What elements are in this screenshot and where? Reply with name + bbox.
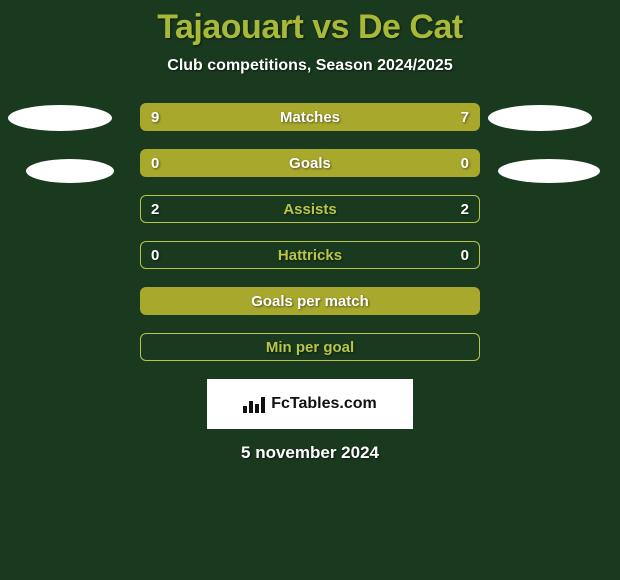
stat-label: Min per goal — [191, 339, 429, 356]
stat-row: Goals per match — [140, 287, 480, 315]
stat-row: 9Matches7 — [140, 103, 480, 131]
stat-row: 0Goals0 — [140, 149, 480, 177]
stat-label: Goals — [191, 155, 429, 172]
stats-list: 9Matches70Goals02Assists20Hattricks0Goal… — [0, 103, 620, 361]
stat-row: 0Hattricks0 — [140, 241, 480, 269]
stat-value-left: 0 — [151, 155, 191, 172]
stat-value-right: 0 — [429, 155, 469, 172]
subtitle: Club competitions, Season 2024/2025 — [0, 57, 620, 75]
date-label: 5 november 2024 — [0, 443, 620, 463]
stat-value-right: 7 — [429, 109, 469, 126]
bars-icon — [243, 395, 265, 413]
decorative-ellipse — [498, 159, 600, 183]
stat-row: Min per goal — [140, 333, 480, 361]
stat-label: Goals per match — [191, 293, 429, 310]
stat-row: 2Assists2 — [140, 195, 480, 223]
stat-value-left: 0 — [151, 247, 191, 264]
page-title: Tajaouart vs De Cat — [0, 8, 620, 47]
decorative-ellipse — [488, 105, 592, 131]
stat-value-left: 9 — [151, 109, 191, 126]
branding-text: FcTables.com — [271, 395, 377, 413]
decorative-ellipse — [8, 105, 112, 131]
comparison-card: Tajaouart vs De Cat Club competitions, S… — [0, 0, 620, 463]
stat-value-left: 2 — [151, 201, 191, 218]
stat-value-right: 2 — [429, 201, 469, 218]
stats-area: 9Matches70Goals02Assists20Hattricks0Goal… — [0, 103, 620, 361]
stat-label: Hattricks — [191, 247, 429, 264]
decorative-ellipse — [26, 159, 114, 183]
stat-label: Matches — [191, 109, 429, 126]
stat-label: Assists — [191, 201, 429, 218]
branding-box: FcTables.com — [207, 379, 413, 429]
stat-value-right: 0 — [429, 247, 469, 264]
